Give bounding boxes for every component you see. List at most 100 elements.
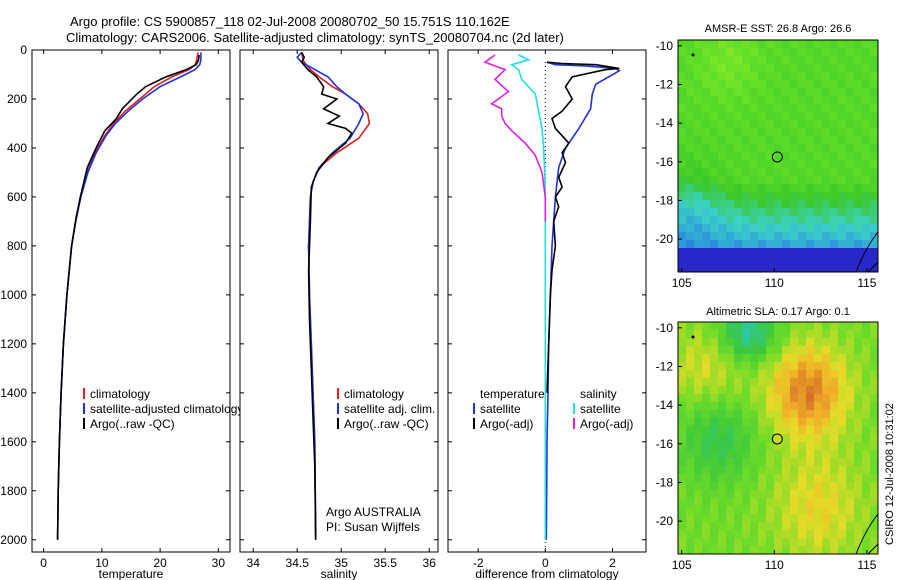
sst-map-cell bbox=[678, 80, 687, 89]
sla-map-cell bbox=[758, 362, 767, 371]
sst-map-cell bbox=[854, 160, 863, 169]
sst-map-cell bbox=[678, 112, 687, 121]
sla-map-cell bbox=[814, 530, 823, 539]
sla-map-cell bbox=[678, 514, 687, 523]
sst-map-cell bbox=[750, 224, 759, 233]
sst-map-cell bbox=[790, 240, 799, 249]
sla-map-cell bbox=[870, 530, 879, 539]
sla-map-cell bbox=[790, 322, 799, 331]
sst-map-cell bbox=[694, 112, 703, 121]
sst-map-cell bbox=[846, 168, 855, 177]
sla-map-cell bbox=[798, 418, 807, 427]
sla-map-cell bbox=[862, 322, 871, 331]
sla-map-cell bbox=[734, 330, 743, 339]
sst-map-cell bbox=[830, 240, 839, 249]
sst-map-cell bbox=[734, 264, 743, 273]
sst-map-cell bbox=[822, 112, 831, 121]
sla-map-cell bbox=[790, 442, 799, 451]
sst-map-cell bbox=[766, 248, 775, 257]
sla-map-island bbox=[691, 335, 695, 339]
sst-map-cell bbox=[710, 136, 719, 145]
sst-map-cell bbox=[790, 200, 799, 209]
sst-map-cell bbox=[694, 200, 703, 209]
sst-map-cell bbox=[774, 248, 783, 257]
sst-map-cell bbox=[798, 224, 807, 233]
sla-map-cell bbox=[846, 338, 855, 347]
sst-map-cell bbox=[846, 248, 855, 257]
sst-map-cell bbox=[718, 208, 727, 217]
sla-map-cell bbox=[702, 386, 711, 395]
sla-map-cell bbox=[758, 506, 767, 515]
sla-map-cell bbox=[806, 394, 815, 403]
sla-map-cell bbox=[686, 362, 695, 371]
sla-map-cell bbox=[686, 338, 695, 347]
sst-map-cell bbox=[678, 40, 687, 49]
sst-map-cell bbox=[694, 160, 703, 169]
sla-map-cell bbox=[718, 370, 727, 379]
sst-map-cell bbox=[838, 72, 847, 81]
sst-map-cell bbox=[726, 248, 735, 257]
sla-map-cell bbox=[774, 450, 783, 459]
sla-map-cell bbox=[822, 418, 831, 427]
sla-map-cell bbox=[830, 450, 839, 459]
sla-map-cell bbox=[742, 474, 751, 483]
sst-map-cell bbox=[782, 96, 791, 105]
sla-map-cell bbox=[726, 322, 735, 331]
sst-map-cell bbox=[830, 256, 839, 265]
sla-map-cell bbox=[854, 394, 863, 403]
sla-map-cell bbox=[742, 322, 751, 331]
sla-map-cell bbox=[790, 506, 799, 515]
sla-map-cell bbox=[822, 330, 831, 339]
sst-map-cell bbox=[822, 64, 831, 73]
sst-map-cell bbox=[678, 224, 687, 233]
sst-map-cell bbox=[790, 80, 799, 89]
sst-map-cell bbox=[726, 264, 735, 273]
sla-map-cell bbox=[758, 514, 767, 523]
sst-map-cell bbox=[870, 48, 879, 57]
sla-map-cell bbox=[830, 466, 839, 475]
sst-map-cell bbox=[806, 216, 815, 225]
sla-map-cell bbox=[838, 330, 847, 339]
sst-map-cell bbox=[774, 200, 783, 209]
sla-map-cell bbox=[838, 442, 847, 451]
sst-map-cell bbox=[718, 64, 727, 73]
sla-map-cell bbox=[830, 498, 839, 507]
sst-map-cell bbox=[710, 176, 719, 185]
sst-map-cell bbox=[798, 232, 807, 241]
sst-map-cell bbox=[702, 120, 711, 129]
sla-map-cell bbox=[830, 482, 839, 491]
sla-map-cell bbox=[766, 546, 775, 555]
sla-map-cell bbox=[734, 378, 743, 387]
sst-map-cell bbox=[702, 64, 711, 73]
sla-map-cell bbox=[758, 418, 767, 427]
sla-map-cell bbox=[854, 330, 863, 339]
sla-map-cell bbox=[742, 394, 751, 403]
sla-map-cell bbox=[846, 506, 855, 515]
sst-map-cell bbox=[702, 264, 711, 273]
difference-legend-label: satellite bbox=[480, 402, 521, 416]
sst-map-cell bbox=[798, 256, 807, 265]
sla-map-coastline bbox=[855, 513, 879, 555]
sst-map-cell bbox=[822, 216, 831, 225]
sla-map-cell bbox=[854, 482, 863, 491]
sst-map-cell bbox=[734, 120, 743, 129]
sst-map-cell bbox=[742, 152, 751, 161]
sst-map-cell bbox=[758, 120, 767, 129]
sla-map-cell bbox=[742, 482, 751, 491]
sla-map-cell bbox=[718, 394, 727, 403]
sst-map-cell bbox=[734, 128, 743, 137]
sst-map-cell bbox=[790, 40, 799, 49]
sla-map-cell bbox=[718, 442, 727, 451]
difference-series-temperature-argo bbox=[546, 61, 620, 393]
temperature-legend-label: Argo(..raw -QC) bbox=[90, 417, 175, 431]
sla-map-cell bbox=[734, 522, 743, 531]
sla-map-cell bbox=[838, 498, 847, 507]
sst-map-cell bbox=[846, 64, 855, 73]
sst-map-cell bbox=[766, 240, 775, 249]
sla-map-cell bbox=[678, 362, 687, 371]
sst-map-cell bbox=[838, 232, 847, 241]
sla-map-cell bbox=[686, 522, 695, 531]
sst-map-cell bbox=[782, 104, 791, 113]
sst-map-cell bbox=[862, 112, 871, 121]
sla-map-frame bbox=[677, 321, 879, 555]
